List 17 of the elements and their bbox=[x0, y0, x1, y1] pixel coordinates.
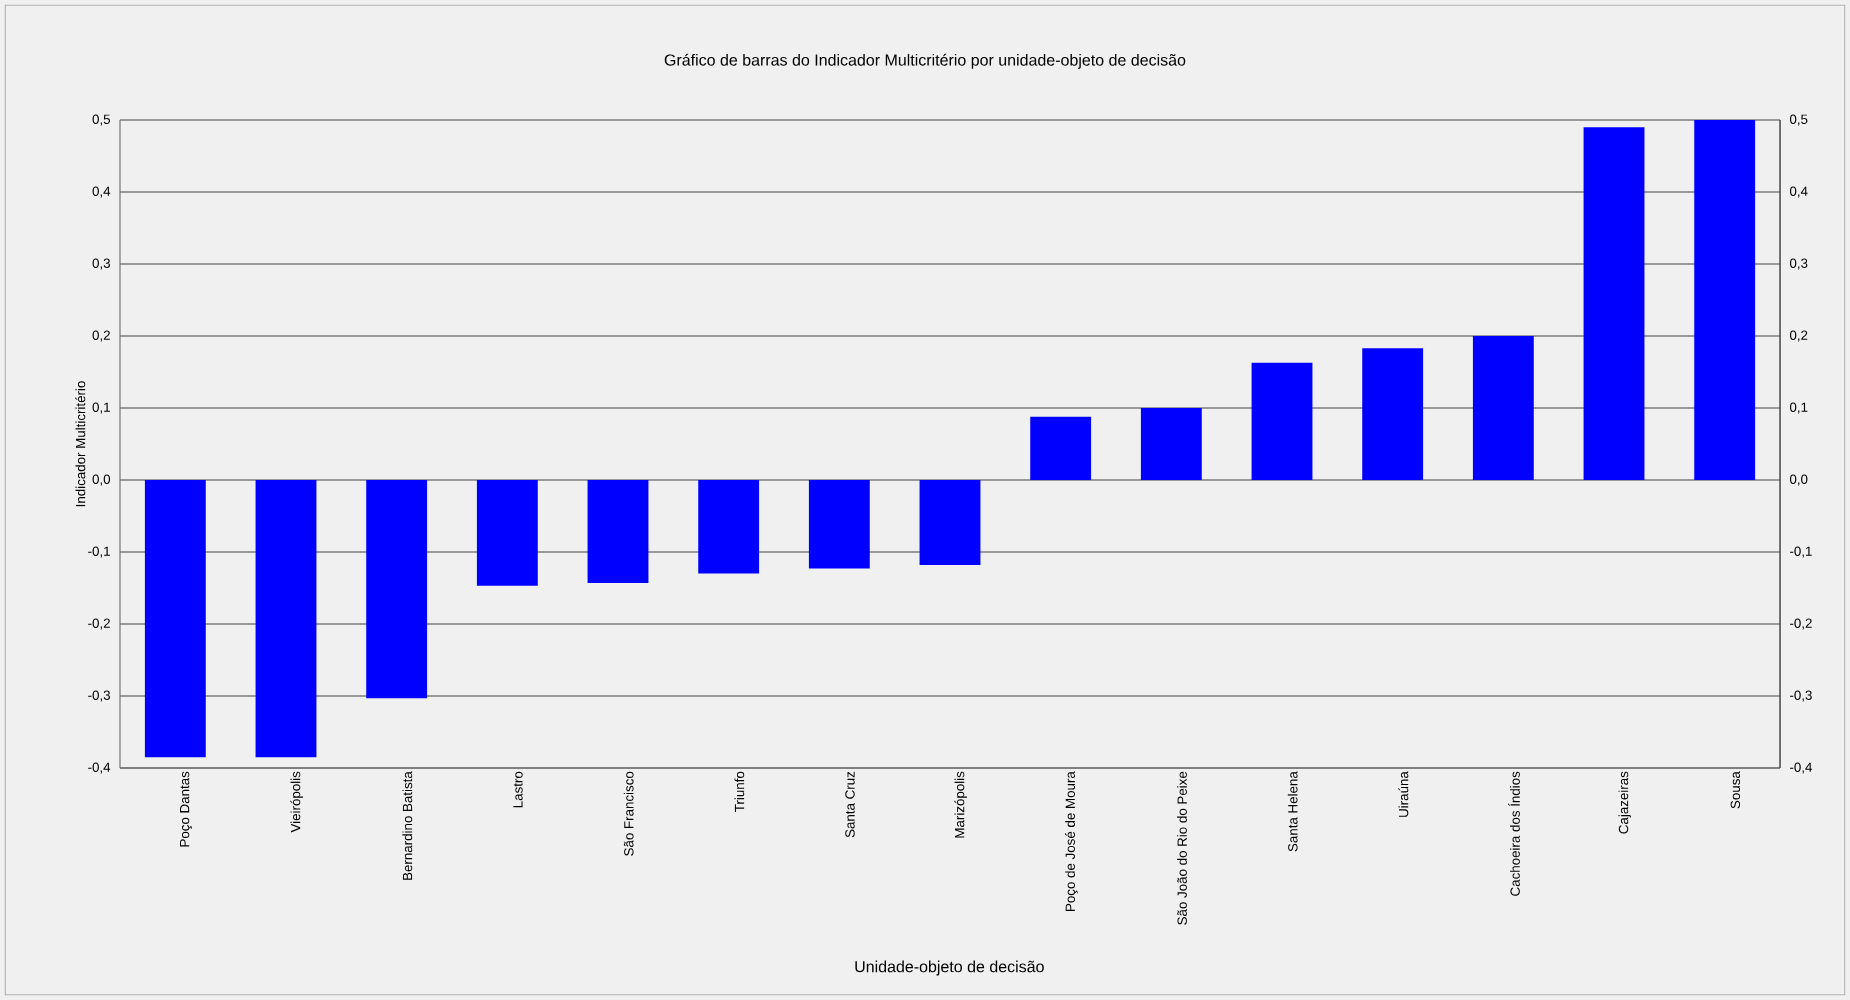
bar bbox=[1472, 336, 1534, 481]
bar bbox=[919, 480, 981, 565]
bar bbox=[808, 480, 870, 569]
bar bbox=[1140, 408, 1202, 481]
bar bbox=[1362, 348, 1424, 481]
bar bbox=[698, 480, 760, 574]
x-axis-title: Unidade-objeto de decisão bbox=[855, 960, 1044, 976]
bar bbox=[144, 480, 206, 758]
bar bbox=[1251, 362, 1313, 481]
chart-title: Gráfico de barras do Indicador Multicritério por unidade-objeto de decisão bbox=[664, 53, 1186, 69]
bar bbox=[476, 480, 538, 586]
bar bbox=[1583, 127, 1645, 481]
bar bbox=[587, 480, 649, 583]
bar bbox=[1030, 416, 1092, 481]
bar bbox=[255, 480, 317, 758]
bar bbox=[1694, 120, 1756, 481]
bar bbox=[366, 480, 428, 699]
